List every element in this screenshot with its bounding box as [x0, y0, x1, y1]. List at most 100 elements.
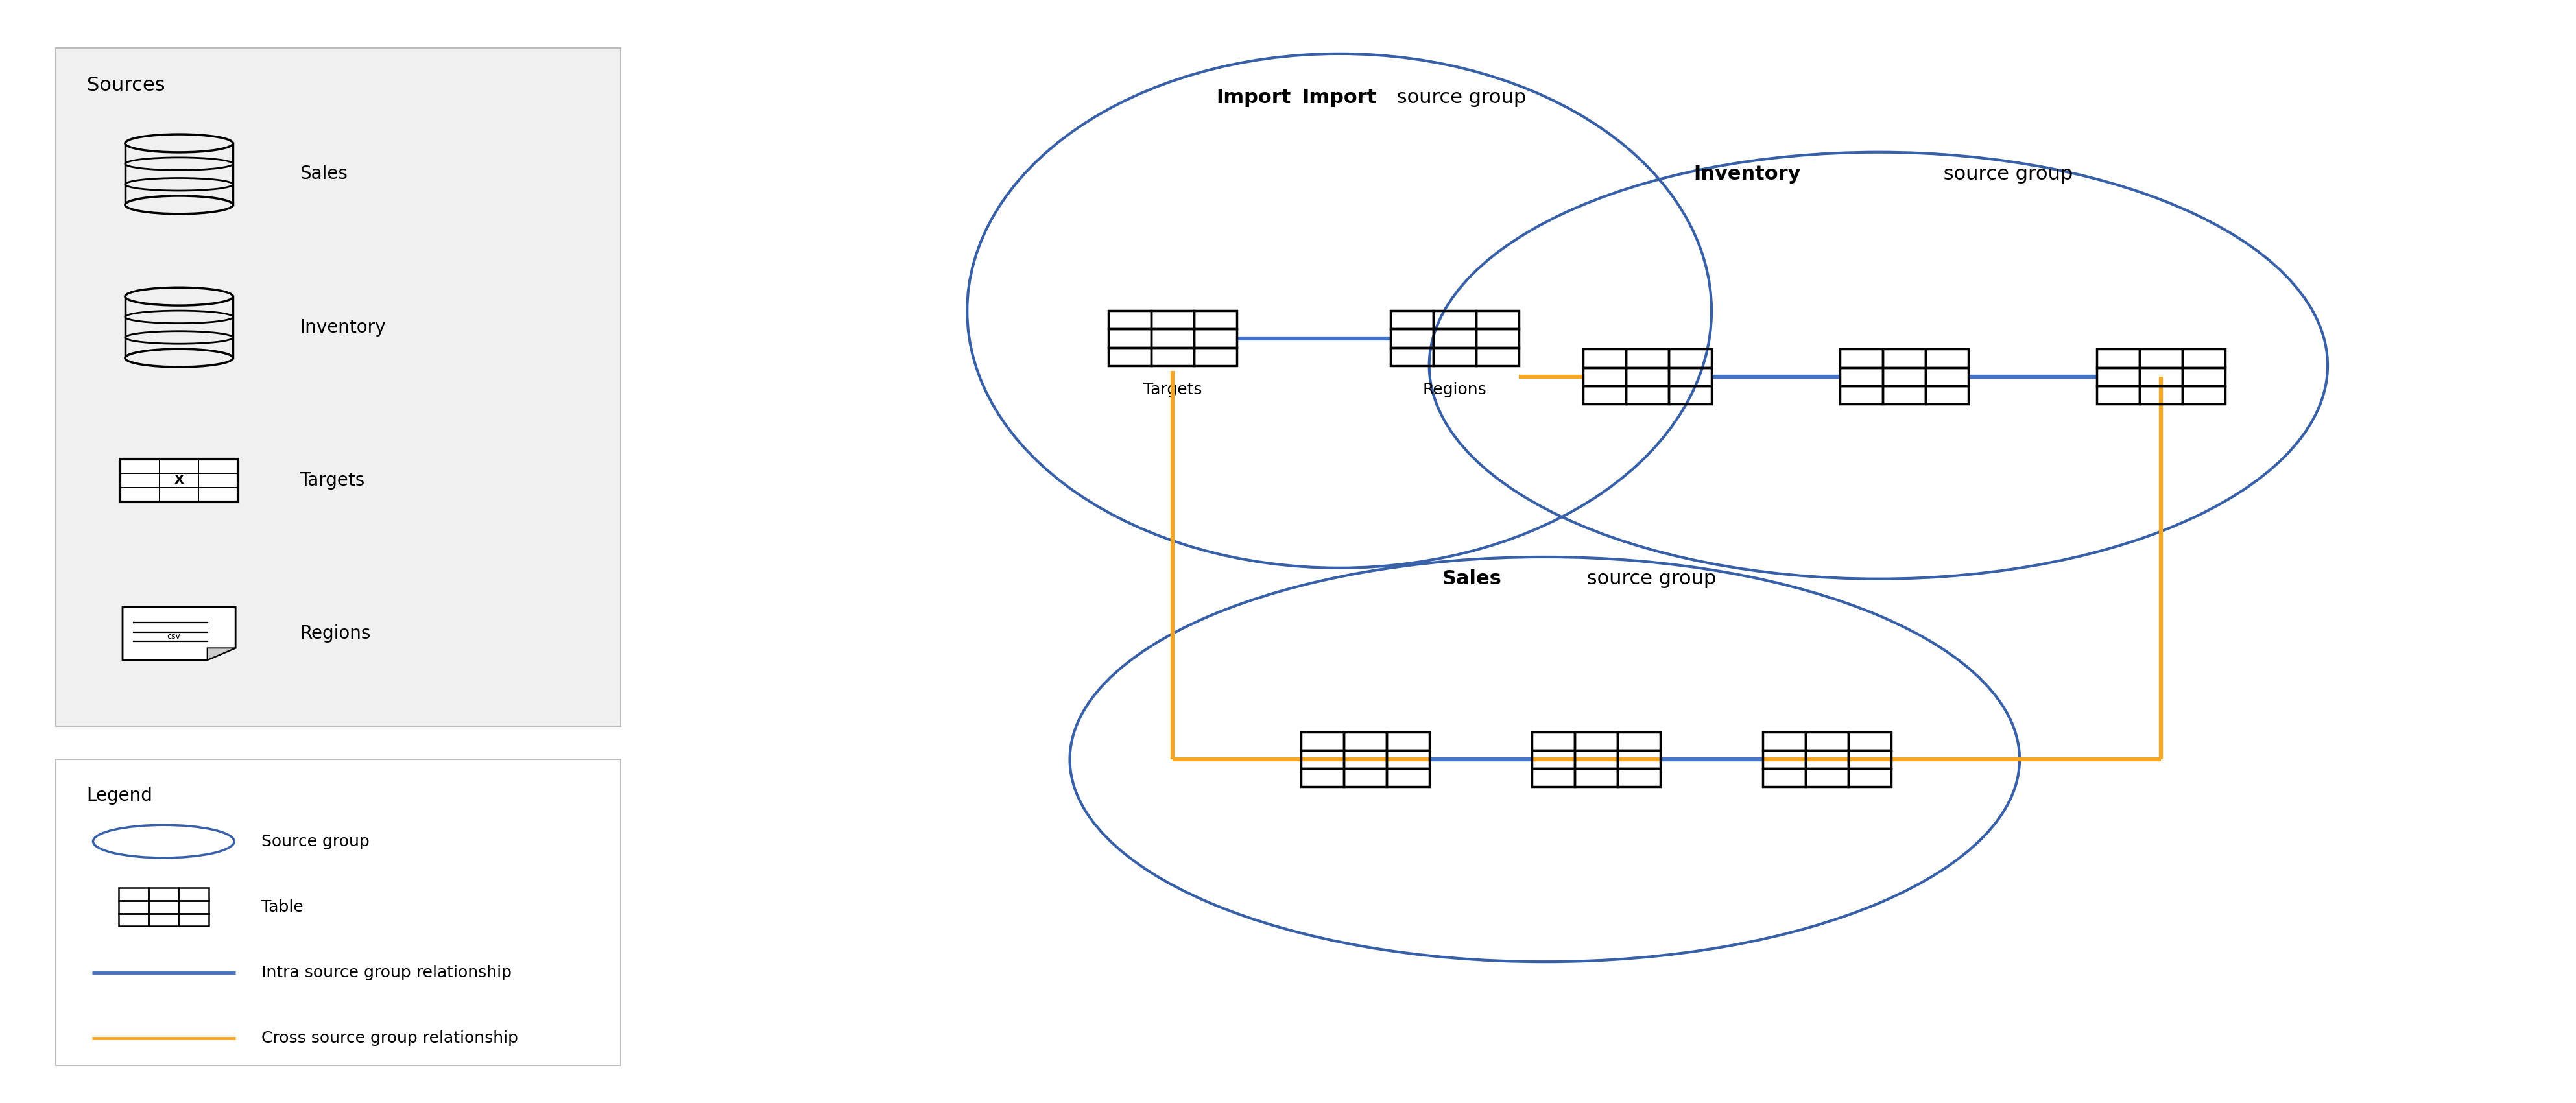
Text: Import: Import — [1216, 88, 1291, 107]
Bar — [178, 901, 209, 913]
Bar — [1574, 750, 1618, 769]
Bar — [1584, 367, 1625, 386]
Text: Import: Import — [1301, 88, 1376, 107]
Text: source group: source group — [1391, 88, 1528, 107]
Bar — [1432, 329, 1476, 347]
Bar — [1574, 769, 1618, 786]
Bar — [1762, 732, 1806, 750]
Bar — [1762, 769, 1806, 786]
Text: source group: source group — [1937, 164, 2074, 183]
Text: Cross source group relationship: Cross source group relationship — [260, 1030, 518, 1046]
Bar — [1618, 769, 1659, 786]
Bar — [1850, 750, 1891, 769]
Bar — [1432, 347, 1476, 365]
Bar — [1584, 386, 1625, 404]
Bar — [1625, 367, 1669, 386]
Polygon shape — [124, 607, 234, 660]
Text: Inventory: Inventory — [1692, 164, 1801, 183]
Bar — [1391, 311, 1432, 329]
Bar — [149, 913, 178, 927]
Text: Import source group: Import source group — [1242, 88, 1443, 107]
Bar — [1108, 329, 1151, 347]
FancyBboxPatch shape — [57, 49, 621, 727]
Text: Intra source group relationship: Intra source group relationship — [260, 965, 513, 981]
Bar — [2097, 350, 2141, 367]
Bar — [1108, 347, 1151, 365]
Bar — [1839, 350, 1883, 367]
Bar — [1151, 329, 1193, 347]
Bar — [1762, 750, 1806, 769]
Bar — [1806, 732, 1850, 750]
Bar — [1850, 769, 1891, 786]
Bar — [1839, 386, 1883, 404]
Bar — [1618, 750, 1659, 769]
Bar — [1391, 329, 1432, 347]
Bar — [1806, 750, 1850, 769]
Bar — [2141, 386, 2182, 404]
Bar — [1345, 732, 1386, 750]
Text: Sales: Sales — [299, 165, 348, 183]
Bar — [1301, 769, 1345, 786]
Bar — [1839, 367, 1883, 386]
Bar — [1618, 732, 1659, 750]
Bar — [2097, 386, 2141, 404]
Bar — [1669, 386, 1710, 404]
Bar — [1151, 311, 1193, 329]
Ellipse shape — [126, 196, 232, 214]
Text: Targets: Targets — [299, 471, 366, 490]
Bar — [1301, 750, 1345, 769]
Text: Regions: Regions — [1422, 382, 1486, 397]
Bar — [1533, 750, 1574, 769]
Bar — [178, 913, 209, 927]
Bar — [1924, 386, 1968, 404]
Bar — [1669, 350, 1710, 367]
Bar — [118, 901, 149, 913]
Bar — [121, 459, 237, 502]
Text: Sources: Sources — [88, 76, 165, 95]
Bar — [1391, 347, 1432, 365]
Bar — [2097, 367, 2141, 386]
Bar — [1584, 350, 1625, 367]
Bar — [1193, 347, 1236, 365]
Bar — [1883, 367, 1924, 386]
Bar — [118, 888, 149, 901]
Bar — [1625, 386, 1669, 404]
Bar — [1574, 732, 1618, 750]
Bar — [1386, 732, 1430, 750]
Bar — [1151, 347, 1193, 365]
Text: csv: csv — [167, 632, 180, 641]
Text: source group: source group — [1582, 569, 1716, 588]
Text: Legend: Legend — [88, 786, 152, 805]
Bar — [2182, 386, 2226, 404]
Bar — [126, 297, 232, 358]
Bar — [2182, 350, 2226, 367]
Text: Sales: Sales — [1443, 569, 1502, 588]
Bar — [1533, 732, 1574, 750]
Bar — [2141, 367, 2182, 386]
Bar — [1924, 367, 1968, 386]
Bar — [1476, 347, 1520, 365]
Bar — [1533, 769, 1574, 786]
Bar — [2141, 350, 2182, 367]
Bar — [1476, 311, 1520, 329]
Bar — [1850, 732, 1891, 750]
Text: Table: Table — [260, 899, 304, 914]
Bar — [1193, 329, 1236, 347]
Bar — [1386, 750, 1430, 769]
Text: Regions: Regions — [299, 624, 371, 643]
Bar — [1301, 732, 1345, 750]
Bar — [1432, 311, 1476, 329]
Bar — [118, 913, 149, 927]
FancyBboxPatch shape — [57, 759, 621, 1065]
Text: Inventory: Inventory — [299, 318, 386, 336]
Text: Targets: Targets — [1144, 382, 1203, 397]
Bar — [1883, 350, 1924, 367]
Ellipse shape — [126, 135, 232, 152]
Bar — [1193, 311, 1236, 329]
Bar — [1806, 769, 1850, 786]
Bar — [1345, 750, 1386, 769]
Bar — [126, 143, 232, 205]
Bar — [1924, 350, 1968, 367]
Bar — [149, 888, 178, 901]
Bar — [2182, 367, 2226, 386]
